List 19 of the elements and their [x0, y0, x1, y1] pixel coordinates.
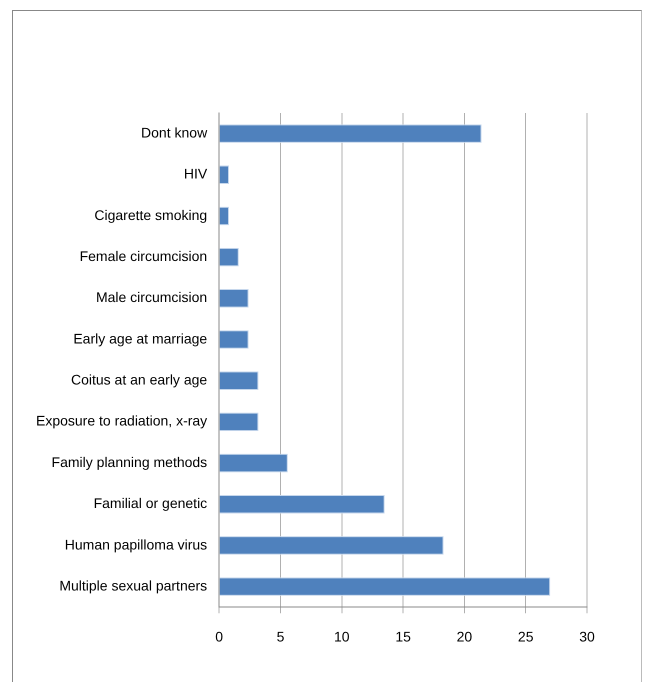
y-tick-label: Coitus at an early age	[70, 372, 208, 388]
x-tick-label: 5	[276, 628, 285, 644]
x-tick-label: 0	[215, 628, 224, 644]
x-tick-label: 25	[518, 628, 534, 644]
y-tick-label: Human papilloma virus	[64, 536, 208, 552]
y-tick-label: Multiple sexual partners	[59, 577, 208, 594]
y-tick-label: HIV	[184, 166, 208, 182]
x-tick-label: 15	[395, 628, 412, 644]
x-tick-label: 10	[334, 628, 350, 644]
x-tick-label: 20	[456, 628, 472, 644]
y-tick-label: Female circumcision	[80, 248, 208, 264]
y-tick-label: Family planning methods	[52, 454, 208, 470]
x-tick-label: 30	[579, 628, 595, 644]
y-tick-label: Cigarette smoking	[94, 206, 208, 223]
y-tick-label: Familial or genetic	[94, 495, 208, 512]
y-tick-label: Exposure to radiation, x-ray	[36, 412, 208, 429]
y-tick-label: Male circumcision	[96, 289, 208, 306]
y-tick-label: Early age at marriage	[73, 330, 208, 346]
y-tick-label: Dont know	[141, 124, 208, 140]
